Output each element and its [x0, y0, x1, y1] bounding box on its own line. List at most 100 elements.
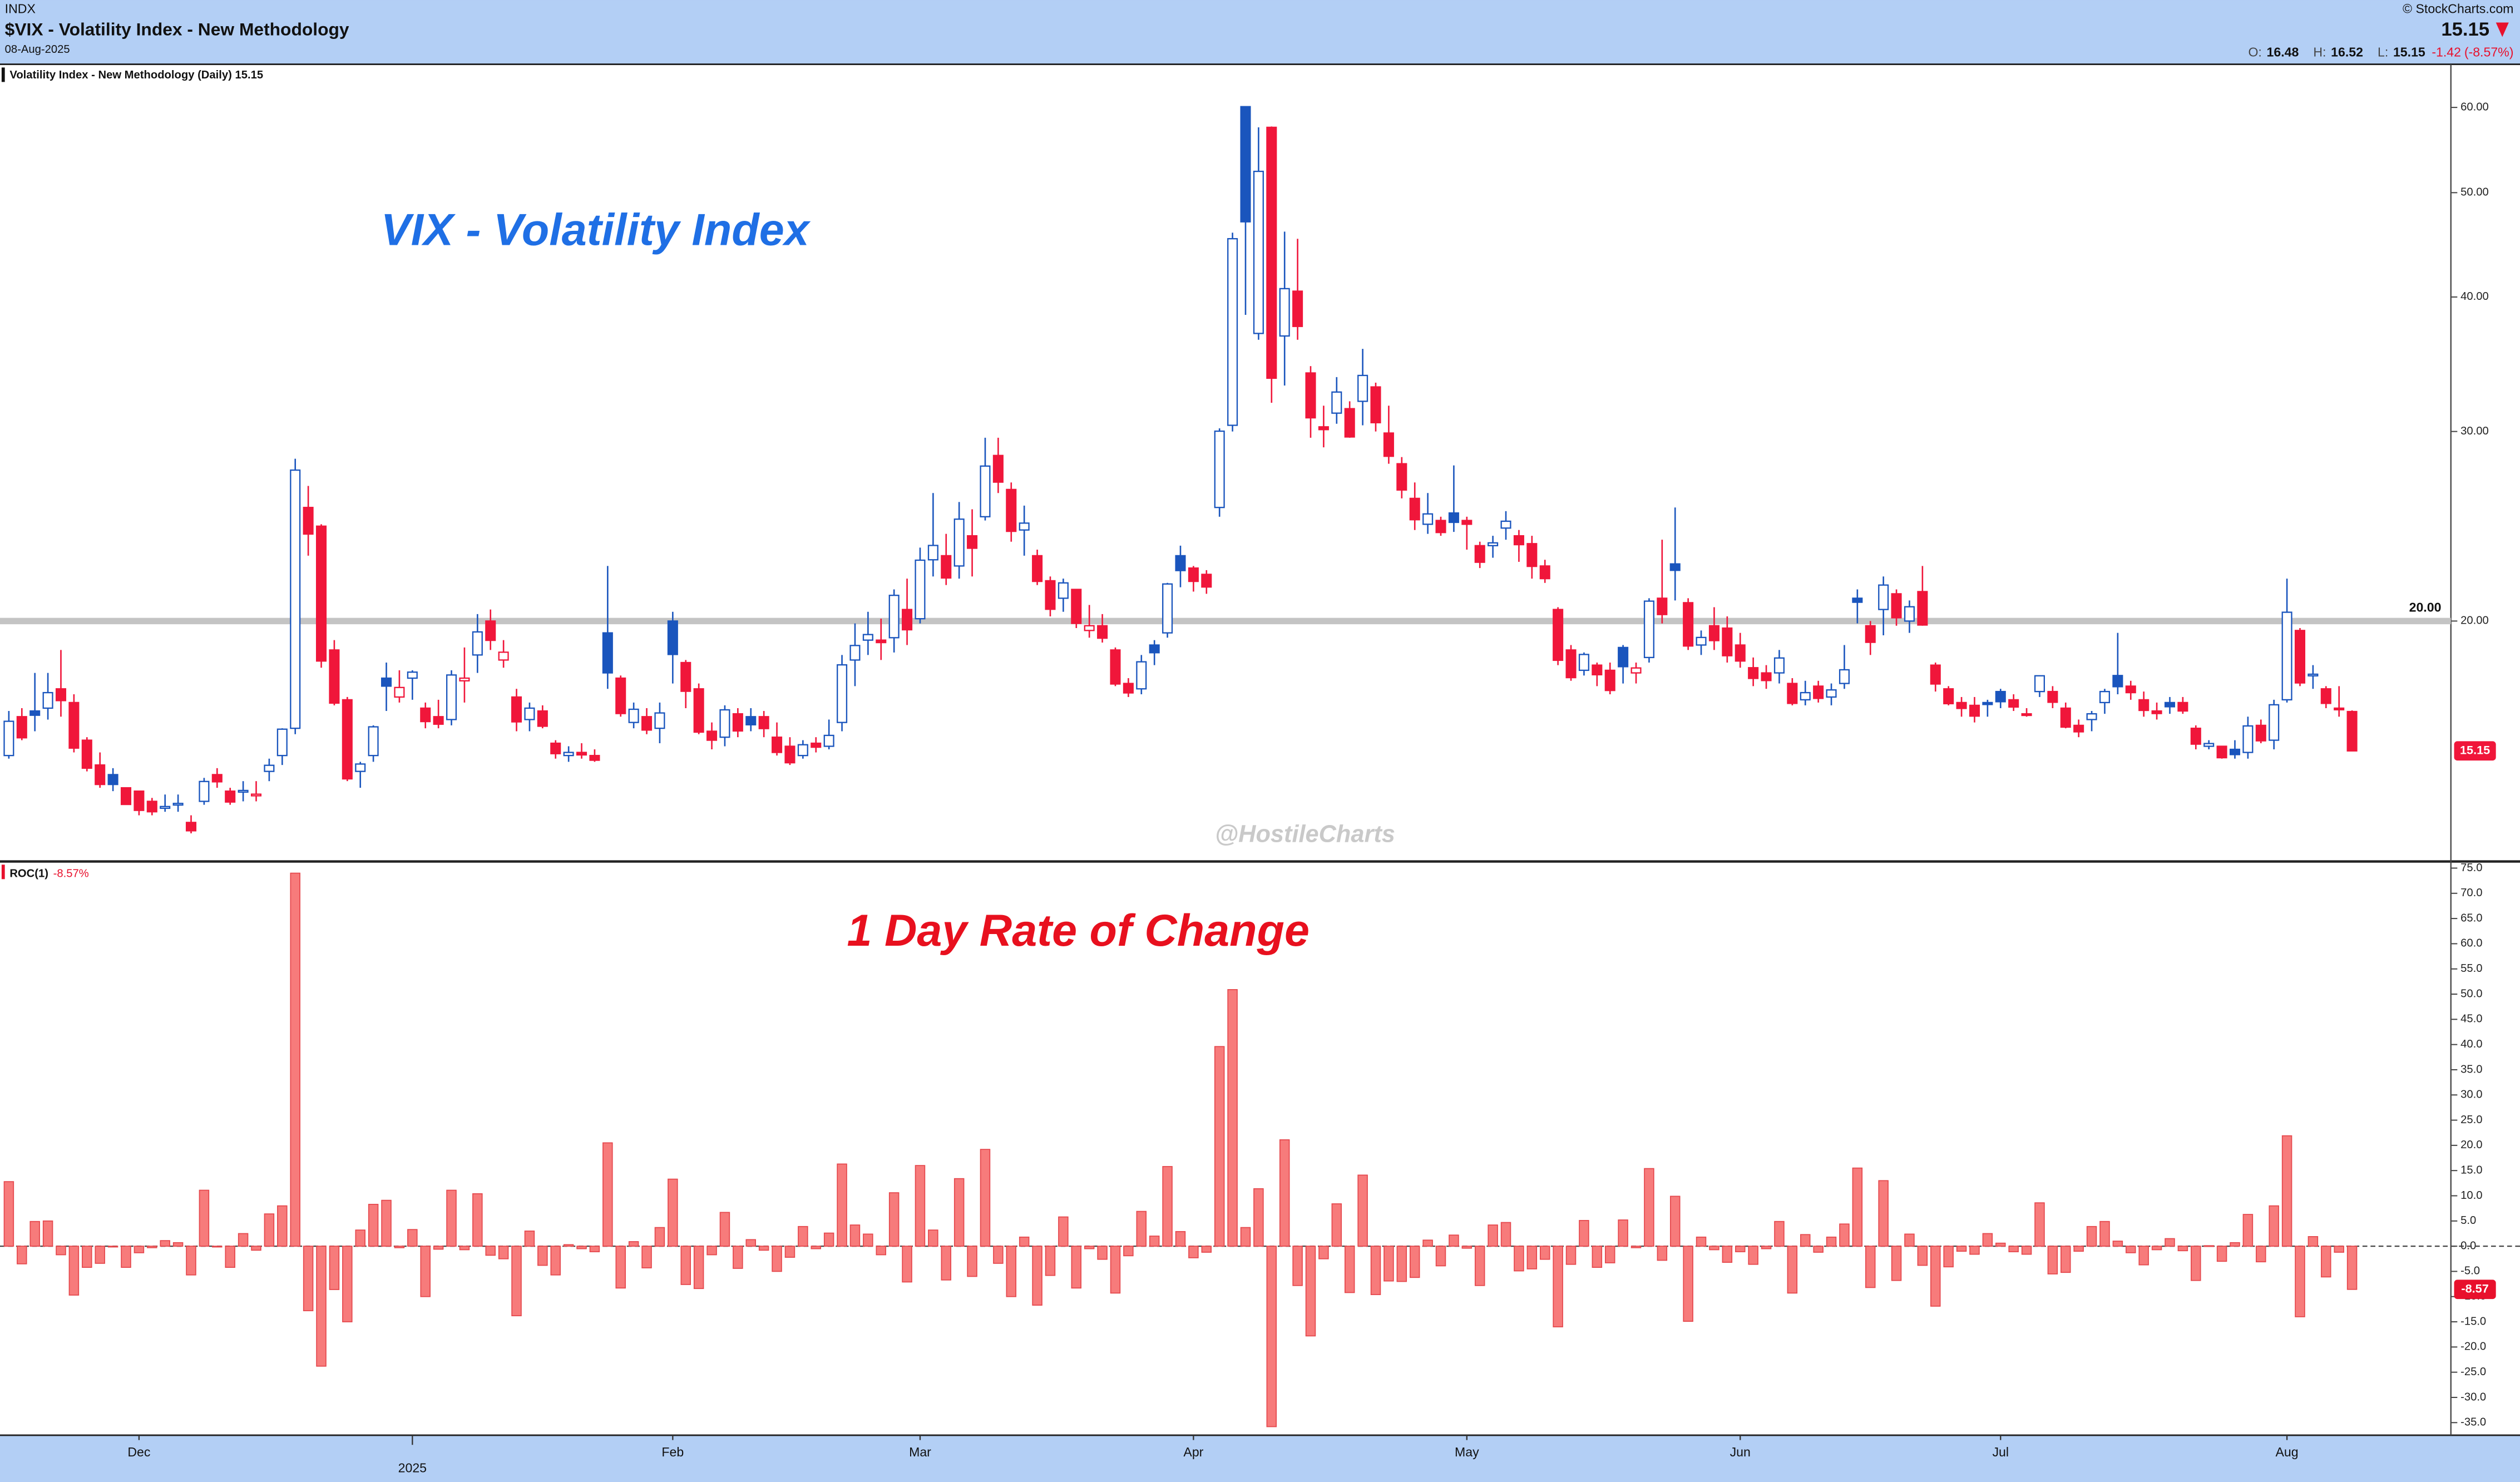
candle-body — [772, 737, 783, 753]
candle-body — [2281, 611, 2292, 701]
bar — [680, 1246, 691, 1285]
bar — [2126, 1246, 2136, 1253]
bar — [772, 1246, 782, 1272]
bar — [1305, 1246, 1316, 1337]
annotation: VIX - Volatility Index — [381, 205, 811, 255]
bar — [433, 1246, 444, 1250]
y-tick-label: 50.00 — [2460, 186, 2489, 199]
bar — [1683, 1246, 1693, 1322]
high-value: 16.52 — [2331, 45, 2363, 59]
bar — [56, 1246, 66, 1256]
bar — [511, 1246, 522, 1317]
bar — [407, 1229, 418, 1247]
bar — [1292, 1246, 1303, 1286]
bar — [2008, 1246, 2019, 1252]
bar — [2216, 1246, 2227, 1262]
candle-body — [2346, 710, 2358, 752]
candle-body — [1318, 426, 1329, 431]
candle-body — [537, 710, 548, 727]
bar — [1969, 1246, 1980, 1255]
candle-body — [1539, 565, 1550, 580]
bar — [1357, 1174, 1368, 1247]
candle-body — [172, 803, 184, 806]
candle-body — [1657, 597, 1668, 615]
ohlc-label: H: — [2313, 45, 2326, 59]
bar — [2295, 1246, 2305, 1317]
candle-body — [823, 734, 834, 747]
bar — [837, 1163, 847, 1247]
y-tick-label: 45.0 — [2460, 1013, 2482, 1025]
candle-body — [980, 465, 991, 517]
bar — [160, 1240, 170, 1247]
candle-body — [953, 518, 965, 567]
candle-body — [967, 535, 978, 549]
y-tick-label: -25.0 — [2460, 1366, 2486, 1378]
candle-body — [1188, 567, 1199, 582]
y-tick-label: 60.0 — [2460, 937, 2482, 950]
bar — [915, 1165, 926, 1247]
bar — [524, 1231, 535, 1247]
candle-body — [1500, 520, 1511, 529]
bar — [1930, 1246, 1941, 1307]
candle-body — [1448, 512, 1459, 523]
y-tick-label: -5.0 — [2460, 1265, 2480, 1277]
bar — [264, 1213, 275, 1247]
bar — [1227, 989, 1238, 1247]
candle-body — [589, 754, 600, 761]
bar — [1240, 1227, 1251, 1247]
candle-body — [1305, 372, 1316, 419]
candle-body — [16, 716, 27, 739]
y-tick-label: 50.0 — [2460, 987, 2482, 1000]
bar — [1058, 1216, 1069, 1247]
candle-body — [264, 764, 275, 772]
bar — [1123, 1246, 1134, 1257]
candle-body — [146, 801, 157, 813]
y-tick-label: 15.0 — [2460, 1164, 2482, 1177]
candle-body — [1357, 374, 1368, 402]
candle-body — [107, 774, 118, 786]
candle-body — [1592, 664, 1603, 676]
bar — [1110, 1246, 1121, 1294]
candle-body — [276, 728, 288, 757]
bar — [1787, 1246, 1798, 1294]
pane-title: ROC(1) -8.57% — [9, 868, 88, 880]
bar — [1149, 1236, 1160, 1247]
candle-body — [1331, 391, 1342, 414]
y-tick-label: 30.00 — [2460, 425, 2489, 437]
bar — [381, 1199, 392, 1247]
candle-body — [1708, 625, 1719, 641]
candle-body — [472, 631, 483, 656]
bar — [1097, 1246, 1108, 1260]
bar — [3, 1181, 14, 1247]
candle-body — [1578, 654, 1589, 671]
candle-body — [1878, 584, 1889, 610]
bar — [1266, 1246, 1277, 1427]
candle-body — [120, 787, 132, 806]
candle-body — [1943, 688, 1954, 705]
y-tick-label: -20.0 — [2460, 1341, 2486, 1353]
candle-body — [2008, 699, 2019, 708]
candle-body — [2164, 702, 2176, 708]
bar — [993, 1246, 1004, 1264]
candle-body — [563, 752, 574, 757]
bar — [2151, 1246, 2162, 1251]
candle-body — [1956, 702, 1967, 709]
bar — [1071, 1246, 1082, 1289]
bar — [2073, 1246, 2084, 1252]
bar — [1422, 1239, 1433, 1247]
candle-body — [303, 507, 314, 535]
candle-body — [1097, 625, 1108, 639]
candle-body — [927, 545, 938, 561]
candle-body — [2099, 690, 2111, 704]
down-arrow — [2496, 22, 2509, 37]
candle-body — [1865, 625, 1876, 643]
y-tick-label: 65.0 — [2460, 912, 2482, 924]
candle-body — [1045, 580, 1056, 610]
bar — [1214, 1046, 1225, 1247]
y-tick-label: -15.0 — [2460, 1315, 2486, 1327]
candle-body — [2086, 713, 2097, 720]
candle-body — [2151, 710, 2162, 714]
candle-body — [524, 707, 535, 720]
